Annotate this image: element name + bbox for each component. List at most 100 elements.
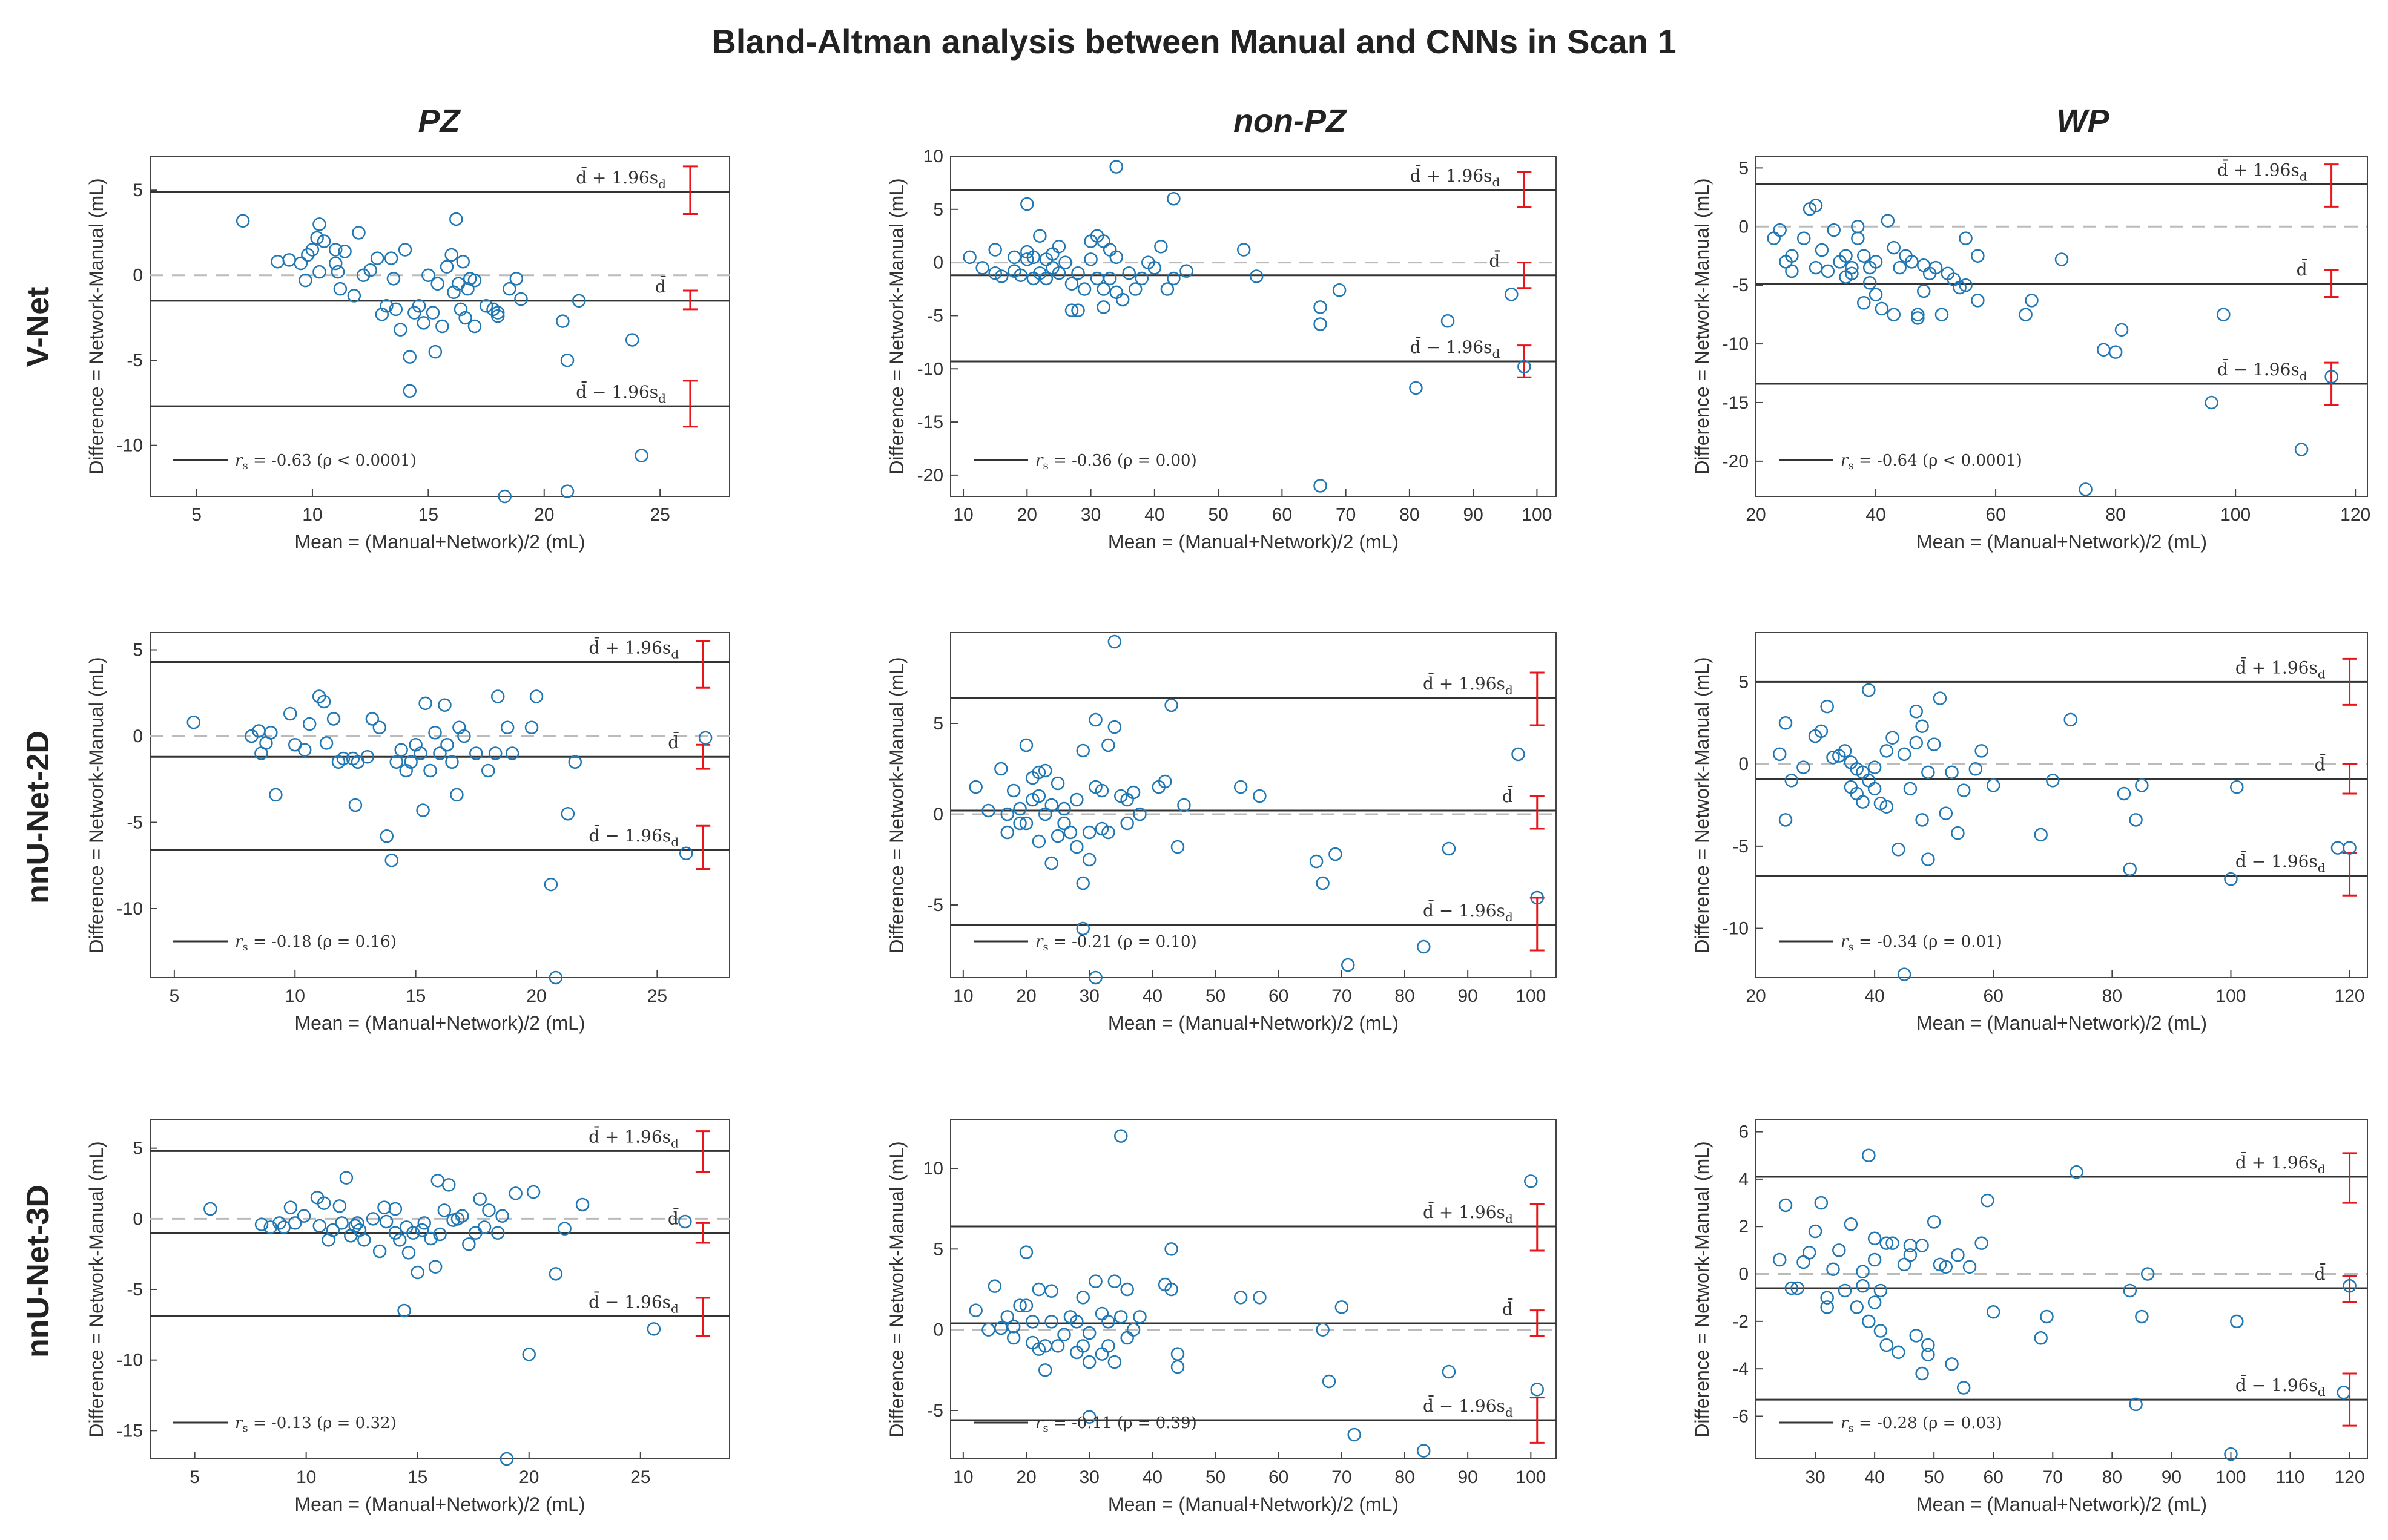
x-tick-label: 5 [190, 1467, 200, 1487]
data-point [1869, 255, 1883, 269]
corr-r: r [1841, 933, 1849, 951]
y-axis-label: Difference = Network-Manual (mL) [886, 1141, 908, 1437]
data-point [981, 803, 995, 818]
data-point [498, 489, 512, 504]
data-point [312, 217, 326, 231]
x-tick-label: 90 [1463, 505, 1483, 525]
data-point [1956, 1381, 1971, 1395]
data-point [1820, 699, 1834, 714]
data-point [1020, 197, 1034, 211]
lower-limit-annotation: d̄ − 1.96sd [2235, 1374, 2326, 1399]
data-point [424, 1231, 438, 1246]
data-point [1809, 199, 1823, 212]
corr-r: r [1035, 933, 1044, 951]
data-point [1417, 1444, 1431, 1458]
data-point [1084, 252, 1098, 266]
data-point [1962, 1260, 1977, 1274]
data-point [1856, 295, 1871, 310]
x-axis-label: Mean = (Manual+Network)/2 (mL) [1108, 1012, 1399, 1034]
data-point [283, 706, 297, 721]
data-point [363, 263, 377, 277]
data-point [2224, 1447, 2238, 1461]
mean-difference-annotation: d̄ [2315, 754, 2326, 775]
data-point [2054, 252, 2069, 266]
data-point [319, 736, 334, 750]
data-point [272, 1216, 286, 1230]
data-point [1856, 795, 1870, 809]
data-point [1039, 271, 1054, 286]
data-point [2114, 323, 2129, 337]
data-point [263, 1220, 278, 1234]
data-point [360, 749, 375, 764]
x-tick-label: 20 [1746, 986, 1766, 1006]
lower-limit-annotation-sub: d [1505, 1405, 1513, 1420]
data-point [1129, 282, 1143, 296]
data-point [1867, 782, 1882, 796]
data-point [1939, 1260, 1953, 1274]
data-point [969, 1303, 983, 1317]
x-tick-label: 20 [526, 986, 546, 1006]
corr-sub: s [242, 459, 248, 472]
lower-limit-annotation-main: d̄ − 1.96s [1423, 1395, 1505, 1416]
upper-limit-annotation: d̄ + 1.96sd [1423, 1201, 1513, 1226]
x-tick-label: 90 [1457, 1467, 1477, 1487]
mean-difference-annotation-main: d̄ [668, 731, 679, 752]
upper-limit-annotation: d̄ + 1.96sd [589, 636, 679, 661]
corr-sub: s [1848, 941, 1853, 953]
data-point [1879, 744, 1893, 758]
data-point [1250, 269, 1264, 283]
data-point [1933, 691, 1947, 705]
data-point [1911, 308, 1925, 321]
data-point [1814, 724, 1829, 739]
x-tick-label: 40 [1865, 505, 1885, 525]
data-point [386, 272, 401, 286]
data-point [495, 1209, 509, 1223]
data-point [415, 1223, 429, 1237]
data-point [1815, 243, 1829, 257]
data-point [455, 1209, 469, 1223]
data-point [269, 788, 283, 802]
data-point [338, 245, 352, 258]
data-point [1020, 252, 1034, 266]
y-tick-label: 0 [1738, 1265, 1749, 1285]
data-point [356, 268, 371, 282]
data-point [297, 1209, 311, 1223]
x-tick-label: 15 [406, 986, 426, 1006]
panel-v-net-non-pz: 10 20 30 40 50 60 70 80 90 1001050-5-10-15-20Mean… [886, 146, 1557, 553]
x-tick-label: 100 [1516, 986, 1546, 1006]
data-point [1154, 240, 1168, 254]
data-point [1869, 288, 1883, 301]
data-point [1000, 807, 1014, 821]
data-point [2135, 1309, 2149, 1324]
x-tick-label: 80 [1399, 505, 1419, 525]
corr-rest: = -0.34 (ρ = 0.01) [1854, 933, 2002, 951]
plot-frame [1755, 156, 2368, 497]
upper-limit-annotation-main: d̄ + 1.96s [2235, 1151, 2318, 1173]
y-axis-label: Difference = Network-Manual (mL) [85, 657, 107, 953]
data-point [1058, 255, 1072, 269]
y-tick-label: 0 [933, 805, 943, 824]
data-point [1313, 317, 1327, 331]
data-point [1101, 738, 1115, 752]
x-axis-label: Mean = (Manual+Network)/2 (mL) [1916, 531, 2207, 553]
upper-limit-annotation: d̄ + 1.96sd [2217, 159, 2307, 183]
ci-bar-lower [1529, 1397, 1545, 1444]
data-point [522, 1348, 536, 1361]
data-point [1803, 1246, 1816, 1260]
data-point [1019, 738, 1034, 752]
data-point [441, 1178, 456, 1192]
x-tick-label: 20 [1016, 986, 1036, 1006]
data-point [370, 251, 384, 265]
data-point [1915, 813, 1929, 827]
data-point [1133, 1310, 1147, 1324]
data-point [1409, 381, 1423, 395]
data-point [988, 266, 1002, 280]
data-point [575, 1197, 590, 1212]
data-point [380, 829, 394, 843]
upper-limit-annotation-main: d̄ + 1.96s [1423, 1201, 1505, 1222]
data-point [1505, 288, 1519, 301]
data-point [1313, 300, 1327, 314]
data-point [1051, 776, 1065, 791]
lower-limit-annotation: d̄ − 1.96sd [1423, 1395, 1513, 1420]
